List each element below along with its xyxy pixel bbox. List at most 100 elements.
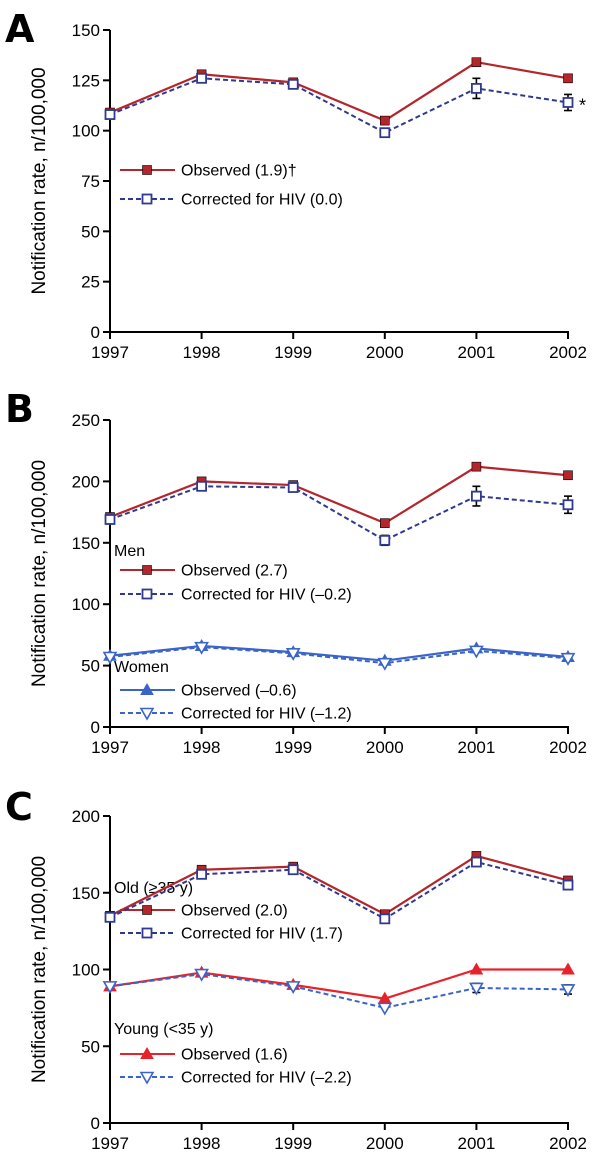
data-point-1998 xyxy=(196,480,208,492)
y-tick-label: 50 xyxy=(81,222,100,241)
legend-label: Corrected for HIV (–0.2) xyxy=(181,587,352,604)
data-point-2000 xyxy=(379,913,391,925)
data-point-2001 xyxy=(469,962,484,975)
x-tick-label: 1999 xyxy=(274,1134,312,1153)
data-point-1999 xyxy=(287,78,299,90)
legend-marker xyxy=(141,927,153,939)
y-tick-label: 75 xyxy=(81,172,100,191)
y-tick-label: 150 xyxy=(72,21,100,40)
y-tick-label: 100 xyxy=(72,595,100,614)
y-tick-label: 100 xyxy=(72,122,100,141)
data-point-2000 xyxy=(379,534,391,546)
data-point-2002 xyxy=(562,97,574,108)
data-point-2002 xyxy=(562,879,574,891)
x-tick-label: 1998 xyxy=(183,738,221,757)
data-point-2001 xyxy=(470,82,482,94)
data-point-2002 xyxy=(563,470,573,481)
y-axis-label: Notification rate, n/100,000 xyxy=(29,67,50,294)
y-tick-label: 50 xyxy=(81,1037,100,1056)
series-line-2 xyxy=(109,644,569,662)
data-point-2000 xyxy=(377,657,393,671)
legend-label: Corrected for HIV (0.0) xyxy=(181,192,343,209)
chart-panel-B: B Notification rate, n/100,000 0 50 100 150 20… xyxy=(5,387,587,757)
legend-marker xyxy=(142,905,152,915)
series-line-3 xyxy=(109,973,569,1009)
y-tick-label: 0 xyxy=(91,323,100,342)
y-tick-label: 50 xyxy=(81,657,100,676)
y-tick-label: 0 xyxy=(91,1114,100,1133)
x-tick-label: 1997 xyxy=(91,1134,129,1153)
x-tick-label: 1997 xyxy=(91,343,129,362)
data-point-1997 xyxy=(104,911,116,923)
legend-marker xyxy=(140,1046,154,1059)
series-line-3 xyxy=(109,646,569,665)
x-tick-label: 1999 xyxy=(274,343,312,362)
x-tick-label: 1998 xyxy=(183,1134,221,1153)
legend-label: Observed (1.6) xyxy=(181,1047,288,1064)
y-tick-label: 25 xyxy=(81,273,100,292)
data-point-1998 xyxy=(194,968,209,982)
legend-label: Observed (1.9)† xyxy=(181,163,297,180)
data-point-2002 xyxy=(562,499,574,511)
data-point-2001 xyxy=(469,645,484,659)
x-tick-label: 1998 xyxy=(183,343,221,362)
chart-panel-C: C Notification rate, n/100,000 0 50 100 150 20… xyxy=(5,785,587,1153)
x-tick-label: 2001 xyxy=(457,343,495,362)
x-tick-label: 2000 xyxy=(366,1134,404,1153)
legend-marker xyxy=(139,707,155,721)
x-tick-label: 2000 xyxy=(366,343,404,362)
data-point-2001 xyxy=(471,57,482,68)
x-tick-label: 2001 xyxy=(457,738,495,757)
y-tick-label: 200 xyxy=(72,807,100,826)
series-line-1 xyxy=(109,77,569,134)
y-tick-label: 150 xyxy=(72,884,100,903)
data-point-1999 xyxy=(285,648,301,661)
data-point-2000 xyxy=(379,518,390,528)
y-axis-label: Notification rate, n/100,000 xyxy=(29,460,50,687)
panel-letter: A xyxy=(5,7,35,51)
y-axis-label: Notification rate, n/100,000 xyxy=(29,856,50,1083)
data-point-1997 xyxy=(104,514,116,525)
group-label: Young (<35 y) xyxy=(114,1021,213,1038)
panel-letter: B xyxy=(5,387,34,431)
data-point-2001 xyxy=(469,982,484,996)
data-point-2002 xyxy=(560,652,576,666)
data-point-1997 xyxy=(102,981,118,994)
series-line-1 xyxy=(109,485,569,542)
data-point-1999 xyxy=(285,981,301,994)
y-tick-label: 0 xyxy=(91,718,100,737)
data-point-1998 xyxy=(194,641,209,655)
x-tick-label: 1997 xyxy=(91,738,129,757)
legend-label: Observed (2.7) xyxy=(181,563,288,580)
significance-annotation: * xyxy=(579,95,586,115)
data-point-2002 xyxy=(561,962,575,975)
series-line-0 xyxy=(109,465,569,525)
group-label: Women xyxy=(114,659,169,676)
data-point-2002 xyxy=(563,73,573,84)
legend-marker xyxy=(142,565,152,575)
data-point-1999 xyxy=(287,864,299,876)
data-point-2000 xyxy=(379,115,390,126)
y-tick-label: 100 xyxy=(72,961,100,980)
data-point-2002 xyxy=(560,984,576,998)
group-label: Men xyxy=(114,543,145,560)
chart-panel-A: A Notification rate, n/100,000 0 25 50 75 100 1… xyxy=(5,7,587,362)
panel-letter: C xyxy=(5,785,33,829)
series-line-2 xyxy=(109,968,568,1000)
series-line-1 xyxy=(109,860,569,920)
x-tick-label: 1999 xyxy=(274,738,312,757)
data-point-2001 xyxy=(470,856,482,868)
x-tick-label: 2001 xyxy=(457,1134,495,1153)
data-point-1998 xyxy=(196,72,208,84)
legend-marker xyxy=(141,193,153,205)
x-tick-label: 2000 xyxy=(366,738,404,757)
data-point-2000 xyxy=(377,1002,393,1016)
data-point-1998 xyxy=(196,868,208,880)
legend-marker xyxy=(141,588,153,600)
y-tick-label: 150 xyxy=(72,534,100,553)
data-point-1997 xyxy=(102,651,118,665)
series-line-0 xyxy=(109,61,569,122)
legend-marker xyxy=(139,1071,155,1085)
series-line-0 xyxy=(109,854,569,917)
